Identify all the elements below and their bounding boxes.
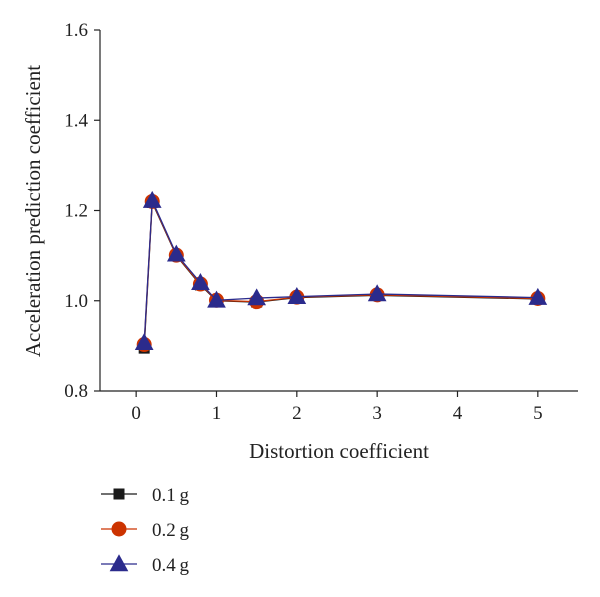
data-point bbox=[528, 287, 548, 305]
x-axis-title: Distortion coefficient bbox=[249, 439, 429, 463]
x-ticks: 0 1 2 3 4 5 bbox=[131, 391, 543, 424]
legend-item: 0.1 g bbox=[101, 485, 190, 506]
axes bbox=[99, 30, 578, 392]
series-3 bbox=[134, 190, 548, 350]
data-point bbox=[134, 333, 154, 350]
data-point bbox=[191, 273, 210, 290]
x-tick-label: 2 bbox=[292, 403, 302, 424]
y-tick-label: 0.8 bbox=[64, 381, 88, 402]
series-line bbox=[143, 202, 538, 349]
data-point bbox=[367, 284, 387, 302]
data-point bbox=[247, 288, 267, 306]
legend-marker bbox=[109, 554, 129, 572]
legend-label: 0.2 g bbox=[152, 520, 190, 541]
data-point bbox=[166, 244, 186, 262]
y-tick-label: 1.0 bbox=[64, 291, 88, 312]
legend-label: 0.1 g bbox=[152, 485, 190, 506]
series-2 bbox=[136, 193, 546, 353]
data-point bbox=[207, 290, 226, 308]
x-tick-label: 5 bbox=[533, 403, 543, 424]
x-tick-label: 1 bbox=[212, 403, 222, 424]
y-tick-label: 1.6 bbox=[64, 20, 88, 41]
series-line bbox=[143, 200, 538, 343]
y-ticks: 0.8 1.0 1.2 1.4 1.6 bbox=[64, 20, 100, 402]
legend-label: 0.4 g bbox=[152, 555, 190, 576]
legend-marker bbox=[111, 521, 127, 537]
series-group bbox=[134, 190, 548, 354]
data-point bbox=[287, 286, 307, 304]
legend-item: 0.4 g bbox=[101, 554, 190, 576]
series-line bbox=[143, 201, 538, 345]
x-tick-label: 4 bbox=[453, 403, 463, 424]
y-tick-label: 1.2 bbox=[64, 201, 88, 222]
y-tick-label: 1.4 bbox=[64, 110, 88, 131]
legend-marker bbox=[113, 488, 125, 500]
y-axis-title: Acceleration prediction coefficient bbox=[21, 65, 45, 357]
data-point bbox=[142, 190, 162, 208]
x-tick-label: 0 bbox=[131, 403, 141, 424]
x-tick-label: 3 bbox=[372, 403, 382, 424]
legend: 0.1 g 0.2 g 0.4 g bbox=[101, 485, 190, 576]
legend-item: 0.2 g bbox=[101, 520, 190, 541]
